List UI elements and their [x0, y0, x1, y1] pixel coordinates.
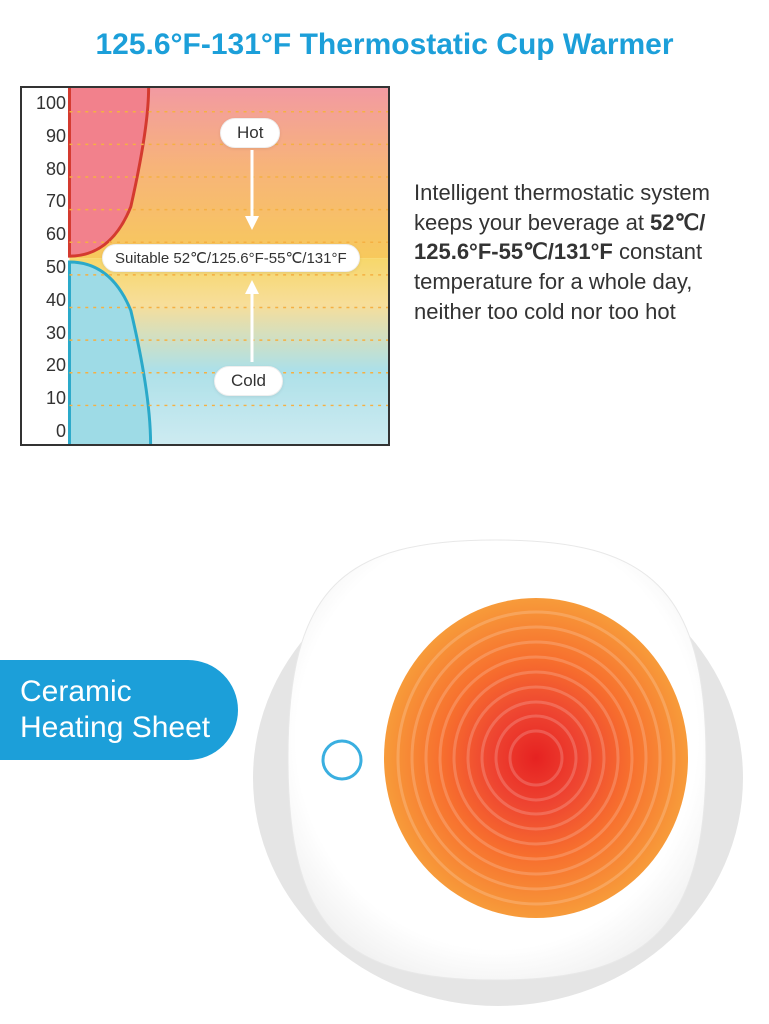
- title-text: 125.6°F-131°F Thermostatic Cup Warmer: [95, 28, 673, 61]
- y-tick: 90: [26, 127, 66, 145]
- y-tick: 10: [26, 389, 66, 407]
- y-tick: 70: [26, 192, 66, 210]
- y-tick: 40: [26, 291, 66, 309]
- y-tick: 60: [26, 225, 66, 243]
- content-row: 0 10 20 30 40 50 60 70 80 90 100 Hot Sui…: [0, 86, 769, 446]
- temperature-chart: 0 10 20 30 40 50 60 70 80 90 100 Hot Sui…: [20, 86, 390, 446]
- y-tick: 100: [26, 94, 66, 112]
- suitable-label: Suitable 52℃/125.6°F-55℃/131°F: [115, 250, 347, 267]
- y-tick: 30: [26, 324, 66, 342]
- cold-label: Cold: [231, 371, 266, 390]
- ceramic-heating-badge: Ceramic Heating Sheet: [0, 660, 238, 760]
- ceramic-line1: Ceramic: [20, 674, 210, 710]
- y-tick: 20: [26, 356, 66, 374]
- arrow-up-icon: [242, 280, 262, 362]
- page-title: 125.6°F-131°F Thermostatic Cup Warmer: [0, 0, 769, 86]
- ceramic-line2: Heating Sheet: [20, 710, 210, 746]
- device-illustration: [228, 508, 748, 1008]
- hot-label-pill: Hot: [220, 118, 280, 148]
- hot-label: Hot: [237, 123, 263, 142]
- y-tick: 0: [26, 422, 66, 440]
- arrow-down-icon: [242, 150, 262, 232]
- cold-label-pill: Cold: [214, 366, 283, 396]
- y-tick: 80: [26, 160, 66, 178]
- y-tick: 50: [26, 258, 66, 276]
- suitable-label-pill: Suitable 52℃/125.6°F-55℃/131°F: [102, 244, 360, 272]
- description-text: Intelligent thermostatic system keeps yo…: [414, 86, 749, 326]
- y-axis: 0 10 20 30 40 50 60 70 80 90 100: [26, 88, 70, 444]
